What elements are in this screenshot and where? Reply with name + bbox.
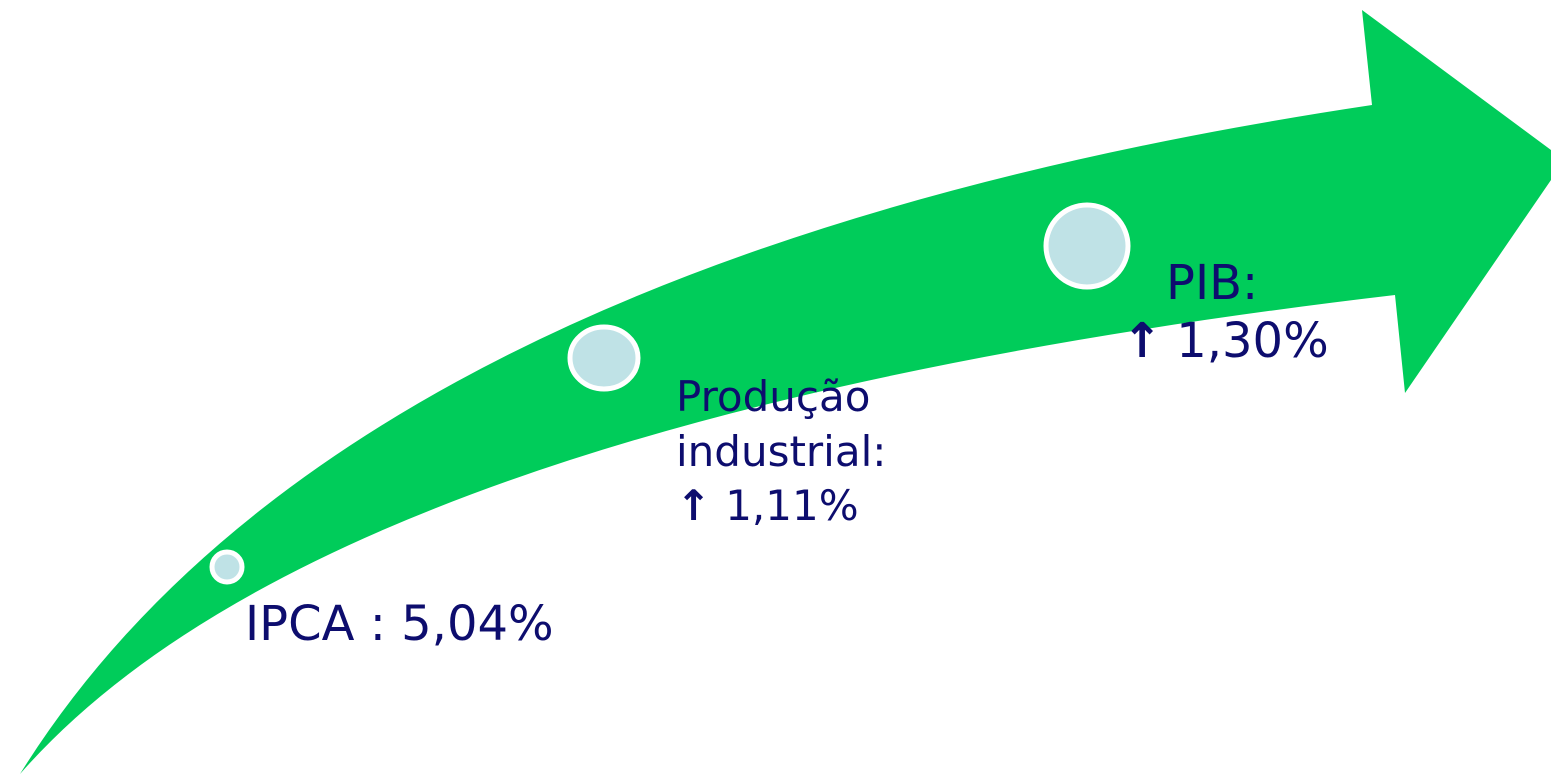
ipca-label: IPCA : 5,04% <box>245 596 554 654</box>
up-arrow-icon: ↑ <box>1122 312 1163 369</box>
milestone-node-producao <box>567 324 641 392</box>
producao-line2: industrial: <box>676 426 887 476</box>
producao-line1: Produção <box>676 372 871 421</box>
pib-value: 1,30% <box>1176 312 1329 369</box>
ipca-text: IPCA : 5,04% <box>245 596 554 652</box>
milestone-node-pib <box>1043 202 1131 290</box>
pib-value-line: ↑ 1,30% <box>1122 313 1329 371</box>
pib-title: PIB: <box>1166 255 1259 311</box>
up-arrow-icon: ↑ <box>676 481 712 531</box>
pib-label: PIB: ↑ 1,30% <box>1122 255 1329 370</box>
producao-value: 1,11% <box>725 481 859 531</box>
producao-value-line: ↑ 1,11% <box>676 479 886 534</box>
curved-arrow <box>20 10 1551 774</box>
producao-industrial-label: Produção industrial: ↑ 1,11% <box>676 370 886 534</box>
milestone-node-ipca <box>209 549 245 585</box>
